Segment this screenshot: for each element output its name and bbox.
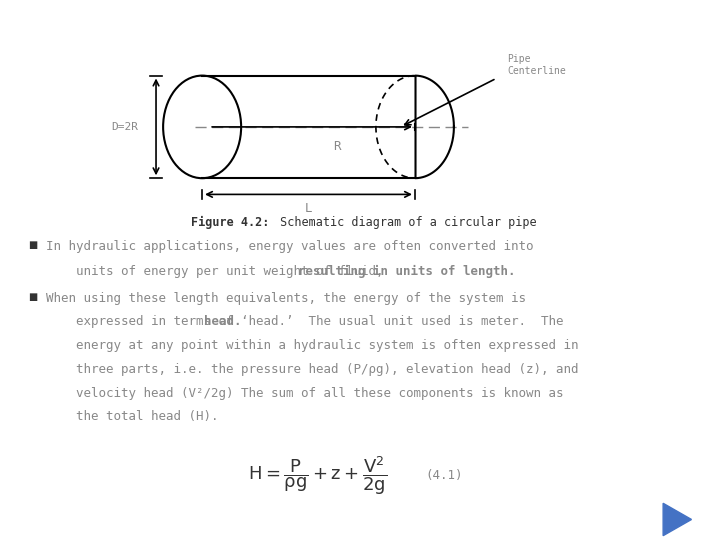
Text: ■: ■ [28, 292, 37, 302]
Text: When using these length equivalents, the energy of the system is: When using these length equivalents, the… [46, 292, 526, 305]
Text: D=2R: D=2R [112, 122, 138, 132]
Text: units of energy per unit weight of fluid,: units of energy per unit weight of fluid… [46, 265, 391, 278]
Text: In hydraulic applications, energy values are often converted into: In hydraulic applications, energy values… [46, 240, 534, 253]
Polygon shape [663, 503, 691, 536]
Text: the total head (H).: the total head (H). [46, 410, 219, 423]
Text: resulting in units of length.: resulting in units of length. [298, 265, 516, 278]
Text: Schematic diagram of a circular pipe: Schematic diagram of a circular pipe [273, 216, 536, 229]
Text: ■: ■ [28, 240, 37, 251]
Text: (4.1): (4.1) [426, 469, 463, 482]
Text: $\mathrm{H = \dfrac{P}{\rho g} + z + \dfrac{V^2}{2g}}$: $\mathrm{H = \dfrac{P}{\rho g} + z + \df… [248, 454, 387, 497]
Text: R: R [333, 140, 341, 153]
Text: Figure 4.2:: Figure 4.2: [192, 216, 270, 229]
Text: three parts, i.e. the pressure head (P/ρg), elevation head (z), and: three parts, i.e. the pressure head (P/ρ… [46, 363, 579, 376]
Text: velocity head (V²/2g) The sum of all these components is known as: velocity head (V²/2g) The sum of all the… [46, 387, 564, 400]
Text: L: L [305, 202, 312, 215]
Text: expressed in terms of ‘head.’  The usual unit used is meter.  The: expressed in terms of ‘head.’ The usual … [46, 315, 564, 328]
Text: head.: head. [204, 315, 241, 328]
Text: energy at any point within a hydraulic system is often expressed in: energy at any point within a hydraulic s… [46, 339, 579, 352]
Text: Pipe
Centerline: Pipe Centerline [507, 54, 566, 76]
